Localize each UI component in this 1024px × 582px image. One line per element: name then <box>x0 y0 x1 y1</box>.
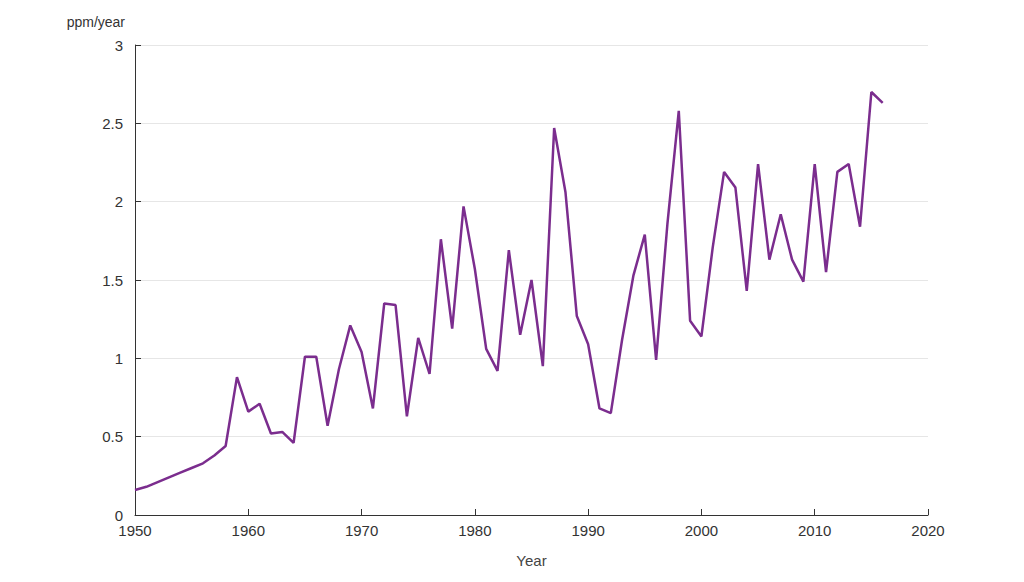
svg-text:1990: 1990 <box>571 522 604 539</box>
svg-text:1980: 1980 <box>458 522 491 539</box>
svg-text:ppm/year: ppm/year <box>67 14 126 30</box>
svg-text:1970: 1970 <box>345 522 378 539</box>
svg-text:0: 0 <box>115 507 123 524</box>
svg-text:2010: 2010 <box>798 522 831 539</box>
svg-text:1: 1 <box>115 350 123 367</box>
svg-text:Year: Year <box>516 552 546 569</box>
svg-text:2000: 2000 <box>685 522 718 539</box>
svg-text:2: 2 <box>115 193 123 210</box>
svg-text:1.5: 1.5 <box>102 272 123 289</box>
svg-text:1950: 1950 <box>118 522 151 539</box>
svg-text:2.5: 2.5 <box>102 115 123 132</box>
svg-text:1960: 1960 <box>232 522 265 539</box>
svg-text:3: 3 <box>115 37 123 54</box>
svg-text:0.5: 0.5 <box>102 428 123 445</box>
svg-text:2020: 2020 <box>911 522 944 539</box>
